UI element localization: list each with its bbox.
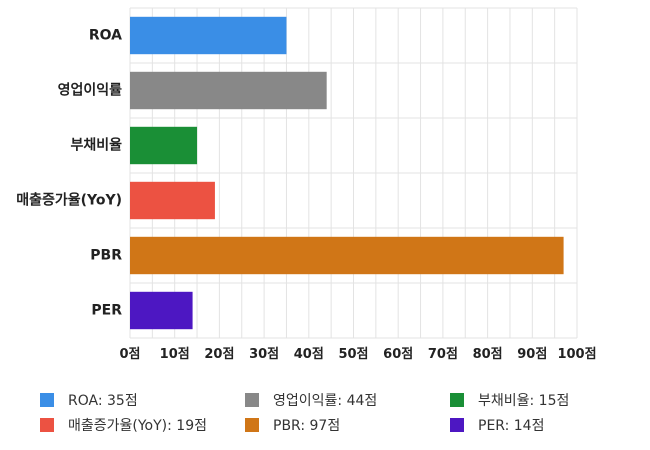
x-tick-label: 80점	[473, 347, 503, 362]
category-label: PER	[91, 303, 122, 319]
x-tick-label: 60점	[383, 347, 413, 362]
legend-item: 부채비율: 15점	[450, 390, 569, 410]
x-tick-label: 40점	[294, 347, 324, 362]
bar	[130, 236, 564, 275]
legend-label: 부채비율: 15점	[478, 393, 570, 409]
legend-item: ROA: 35점	[40, 390, 138, 410]
legend-swatch	[245, 418, 259, 432]
bar	[130, 181, 215, 220]
legend-item: 매출증가율(YoY): 19점	[40, 415, 207, 435]
legend-item: PBR: 97점	[245, 415, 340, 435]
legend-swatch	[40, 393, 54, 407]
category-label: 매출증가율(YoY)	[16, 192, 122, 209]
category-label: 부채비율	[70, 137, 122, 154]
x-tick-label: 100점	[557, 347, 596, 362]
legend-item: PER: 14점	[450, 415, 544, 435]
x-tick-label: 70점	[428, 347, 458, 362]
x-tick-labels: 0점 10점 20점 30점 40점 50점 60점 70점 80점 90점 100점	[119, 347, 596, 362]
bars	[130, 16, 564, 330]
x-tick-label: 30점	[249, 347, 279, 362]
category-label: ROA	[89, 28, 122, 44]
category-label: PBR	[90, 248, 122, 264]
bar	[130, 126, 198, 165]
x-tick-label: 90점	[517, 347, 547, 362]
category-label: 영업이익률	[58, 82, 123, 99]
bar	[130, 291, 193, 330]
bar	[130, 16, 287, 55]
legend-swatch	[450, 393, 464, 407]
legend-label: 영업이익률: 44점	[273, 393, 378, 409]
bar	[130, 71, 327, 110]
legend-item: 영업이익률: 44점	[245, 390, 377, 410]
legend-label: PBR: 97점	[273, 418, 341, 434]
legend-label: ROA: 35점	[68, 393, 138, 409]
legend-swatch	[450, 418, 464, 432]
legend-swatch	[245, 393, 259, 407]
x-tick-label: 0점	[119, 347, 140, 362]
legend-swatch	[40, 418, 54, 432]
legend-label: PER: 14점	[478, 418, 545, 434]
grid-lines	[129, 7, 578, 339]
x-tick-label: 10점	[160, 347, 190, 362]
x-tick-label: 20점	[204, 347, 234, 362]
legend-label: 매출증가율(YoY): 19점	[68, 418, 207, 434]
x-tick-label: 50점	[338, 347, 368, 362]
